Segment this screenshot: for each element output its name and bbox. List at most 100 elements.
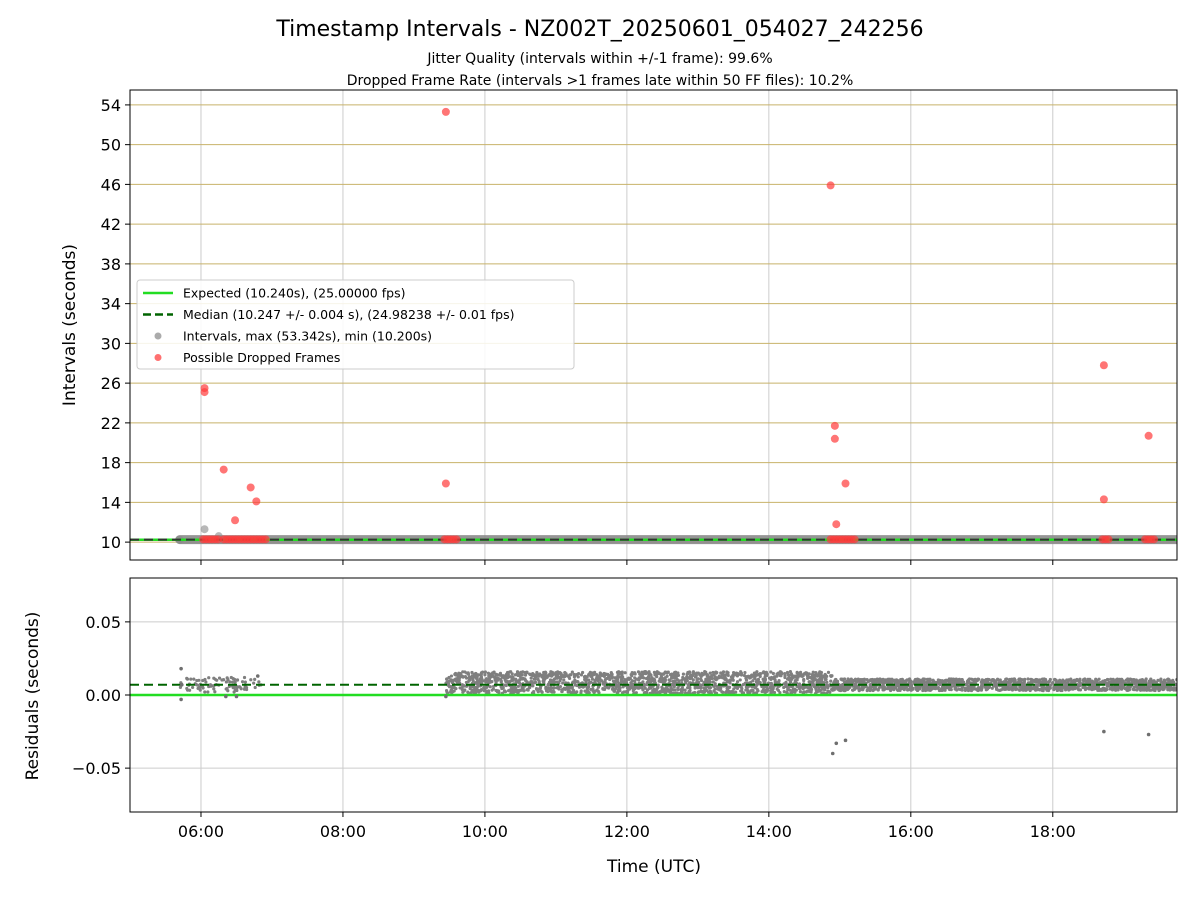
residual-point xyxy=(541,678,546,682)
residual-point xyxy=(514,680,518,685)
residual-point xyxy=(1066,679,1070,683)
residual-point xyxy=(808,675,813,680)
residual-point xyxy=(657,671,661,675)
residual-point xyxy=(830,751,835,756)
residual-point xyxy=(547,687,552,691)
residual-point xyxy=(794,675,798,679)
residual-point xyxy=(641,680,645,684)
intervals-y-tick-label: 18 xyxy=(101,454,121,473)
residual-point xyxy=(253,677,257,681)
residual-point xyxy=(805,673,809,677)
residual-point xyxy=(631,689,635,693)
residual-point xyxy=(235,678,240,682)
residual-point xyxy=(814,671,818,675)
residual-point xyxy=(720,673,724,677)
residual-point xyxy=(511,676,515,680)
residual-point xyxy=(587,678,591,682)
residual-point xyxy=(795,670,799,674)
residual-point xyxy=(695,681,699,685)
residual-point xyxy=(1081,677,1086,682)
residual-point xyxy=(556,671,561,675)
residual-point xyxy=(998,688,1002,692)
residual-point xyxy=(1148,684,1152,689)
residual-point xyxy=(778,670,782,674)
intervals-y-tick-label: 34 xyxy=(101,295,121,314)
residual-point xyxy=(215,678,219,682)
residual-point xyxy=(475,676,479,680)
residual-point xyxy=(189,677,193,681)
residual-point xyxy=(744,678,749,682)
residual-point xyxy=(633,671,637,675)
residual-point xyxy=(1078,679,1082,683)
residual-point xyxy=(452,685,456,690)
residual-point xyxy=(738,678,742,682)
residual-point xyxy=(786,686,790,690)
residual-point xyxy=(985,687,990,691)
residual-point xyxy=(798,670,803,675)
residual-point xyxy=(789,672,793,676)
residual-point xyxy=(517,689,522,693)
residual-point xyxy=(537,679,541,684)
residual-point xyxy=(549,671,553,675)
residual-point xyxy=(791,689,796,693)
residual-point xyxy=(562,678,566,682)
intervals-y-tick-label: 22 xyxy=(101,414,121,433)
intervals-plot-area xyxy=(130,107,1177,545)
residual-point xyxy=(691,670,695,674)
residual-point xyxy=(682,677,686,681)
residual-point xyxy=(734,671,739,675)
residual-point xyxy=(685,672,689,676)
residual-point xyxy=(1019,677,1024,682)
residual-point xyxy=(673,688,677,692)
residual-point xyxy=(589,680,593,685)
residual-point xyxy=(620,675,624,680)
residual-point xyxy=(886,678,890,682)
residual-point xyxy=(1075,677,1079,682)
residual-point xyxy=(615,675,620,679)
residual-point xyxy=(1058,678,1062,682)
residual-point xyxy=(203,677,207,682)
residual-point xyxy=(636,678,641,682)
residual-point xyxy=(185,677,190,681)
legend-entry-label: Possible Dropped Frames xyxy=(183,350,340,365)
dropped-frame-point xyxy=(830,421,839,430)
residual-point xyxy=(1159,679,1163,684)
residual-point xyxy=(693,686,697,690)
residual-point xyxy=(528,685,532,690)
residual-point xyxy=(591,689,595,693)
residual-point xyxy=(1118,683,1122,687)
residual-point xyxy=(1092,687,1096,691)
residual-point xyxy=(663,679,667,683)
residual-point xyxy=(762,670,766,674)
residual-point xyxy=(615,691,619,695)
residual-point xyxy=(488,676,492,680)
residual-point xyxy=(728,681,732,685)
residual-point xyxy=(913,677,918,682)
residual-point xyxy=(862,680,866,684)
residual-point xyxy=(702,690,706,694)
legend-entry-label: Median (10.247 +/- 0.004 s), (24.98238 +… xyxy=(183,307,514,322)
residual-point xyxy=(872,685,876,689)
residual-point xyxy=(1013,687,1018,692)
residual-point xyxy=(512,688,516,692)
residual-point xyxy=(681,672,686,676)
residual-point xyxy=(758,672,762,676)
chart-subtitle-dropped-rate: Dropped Frame Rate (intervals >1 frames … xyxy=(347,73,854,89)
residual-point xyxy=(739,689,743,693)
residual-point xyxy=(620,670,624,674)
residual-point xyxy=(898,685,902,689)
dropped-frame-point xyxy=(261,535,270,544)
residual-point xyxy=(577,685,582,689)
residual-point xyxy=(633,679,637,683)
residual-point xyxy=(817,680,821,684)
intervals-y-tick-label: 42 xyxy=(101,215,121,234)
residual-point xyxy=(1018,688,1023,692)
residual-point xyxy=(742,673,747,678)
residual-point xyxy=(1072,679,1076,683)
residual-point xyxy=(664,686,669,690)
residual-point xyxy=(557,687,561,691)
residual-point xyxy=(472,689,476,693)
residual-point xyxy=(490,680,494,684)
residual-point xyxy=(498,671,503,676)
residual-point xyxy=(642,684,646,688)
